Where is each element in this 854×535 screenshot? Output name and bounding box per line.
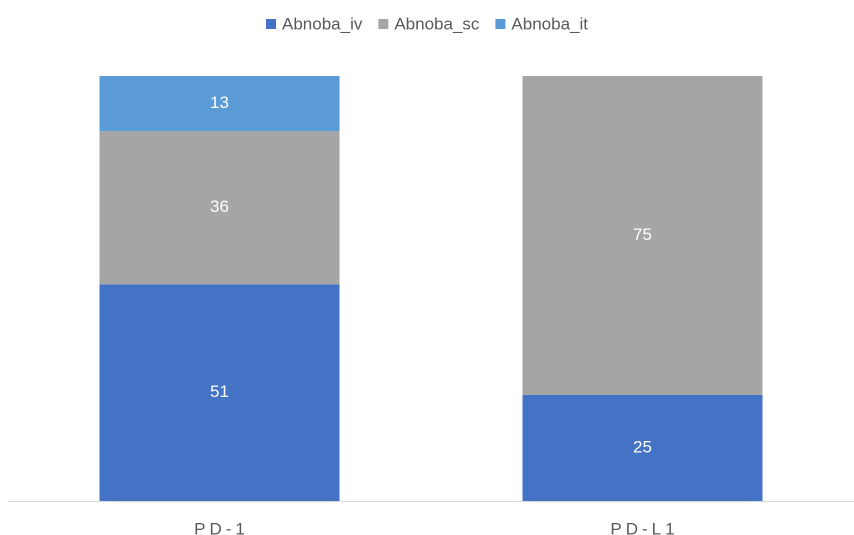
x-tick-label: PD-L1 [610, 519, 678, 535]
legend-swatch [495, 19, 506, 29]
bar-segment [99, 284, 340, 501]
legend-label: Abnoba_sc [394, 14, 480, 33]
bar-segment [522, 394, 763, 501]
bar-segment [99, 131, 340, 285]
legend-swatch [266, 19, 276, 29]
legend-swatch [378, 19, 389, 29]
data-label: 36 [210, 197, 229, 216]
legend-label: Abnoba_iv [282, 14, 363, 33]
legend-label: Abnoba_it [511, 14, 588, 33]
x-tick-label: PD-1 [194, 519, 249, 535]
data-label: 51 [210, 382, 229, 401]
data-label: 75 [633, 225, 652, 244]
bar-segment [99, 76, 340, 132]
data-label: 25 [633, 437, 652, 456]
data-label: 13 [210, 93, 229, 112]
bar-segment [522, 76, 763, 395]
